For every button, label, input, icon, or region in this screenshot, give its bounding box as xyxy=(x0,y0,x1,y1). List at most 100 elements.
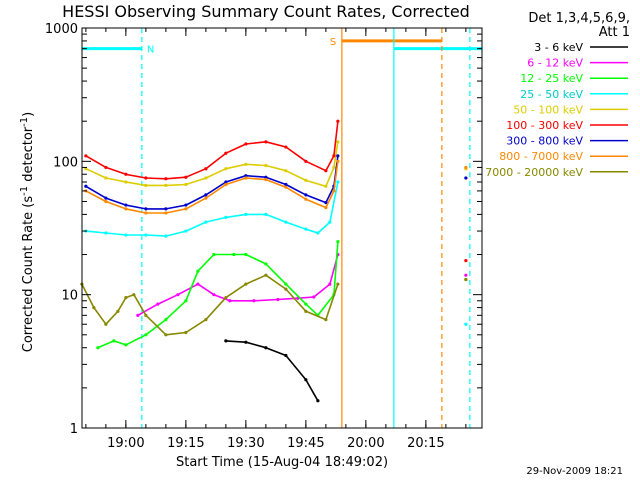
data-point xyxy=(132,293,136,297)
legend-entry-label: 300 - 800 keV xyxy=(506,135,583,148)
data-point xyxy=(124,180,128,184)
data-point xyxy=(224,167,228,171)
data-point xyxy=(264,175,268,179)
data-point xyxy=(176,293,180,297)
data-point xyxy=(244,142,248,146)
data-point xyxy=(124,233,128,237)
data-point xyxy=(124,203,128,207)
data-point xyxy=(464,273,468,277)
legend: 3 - 6 keV 6 - 12 keV 12 - 25 keV 25 - 50 ke… xyxy=(485,41,628,179)
data-point xyxy=(264,262,268,266)
data-point xyxy=(264,346,268,350)
data-point xyxy=(284,169,288,173)
series-group xyxy=(84,154,468,211)
data-point xyxy=(336,140,340,144)
data-point xyxy=(264,212,268,216)
data-point xyxy=(284,182,288,187)
legend-entry-label: 50 - 100 keV xyxy=(513,103,583,116)
data-point xyxy=(196,269,200,273)
data-point xyxy=(124,207,128,211)
data-point xyxy=(284,145,288,149)
data-point xyxy=(224,215,228,219)
data-point xyxy=(144,313,148,317)
x-tick-label: 19:00 xyxy=(107,436,144,451)
series-group xyxy=(84,140,468,188)
data-point xyxy=(184,207,188,211)
data-point xyxy=(244,282,248,286)
plot-frame xyxy=(81,27,483,429)
data-point xyxy=(144,183,148,187)
data-point xyxy=(104,165,108,170)
legend-header-line-1: Det 1,3,4,5,6,9, xyxy=(528,11,630,26)
saa-label: S xyxy=(330,37,336,48)
x-tick-label: 19:30 xyxy=(227,436,264,451)
data-point xyxy=(224,180,228,184)
y-tick-label: 10 xyxy=(61,289,78,304)
data-point xyxy=(196,282,200,286)
data-point xyxy=(324,169,328,173)
data-point xyxy=(212,293,216,297)
x-tick-label: 20:00 xyxy=(347,436,384,451)
data-point xyxy=(244,340,248,344)
data-point xyxy=(244,174,248,178)
legend-entry-label: 100 - 300 keV xyxy=(506,119,583,132)
timestamp: 29-Nov-2009 18:21 xyxy=(526,466,623,477)
data-point xyxy=(124,172,128,176)
data-point xyxy=(164,318,168,322)
data-point xyxy=(316,399,320,403)
data-point xyxy=(284,282,288,286)
data-point xyxy=(284,220,288,224)
y-axis-label-exp-1: -1 xyxy=(19,186,30,196)
data-point xyxy=(164,183,168,187)
data-point xyxy=(204,220,208,224)
y-tick-label: 1 xyxy=(70,422,78,437)
data-point xyxy=(156,302,160,306)
data-point xyxy=(244,252,248,257)
data-point xyxy=(164,333,168,337)
data-point xyxy=(104,322,108,326)
data-point xyxy=(304,159,308,163)
legend-entry-label: 25 - 50 keV xyxy=(520,88,583,101)
data-point xyxy=(336,119,340,123)
data-point xyxy=(332,189,336,193)
data-point xyxy=(164,211,168,215)
series-line xyxy=(86,161,466,213)
data-point xyxy=(228,299,232,303)
legend-entry-label: 800 - 7000 keV xyxy=(499,150,583,163)
data-point xyxy=(244,176,248,180)
data-point xyxy=(324,201,328,205)
data-point xyxy=(304,227,308,231)
data-point xyxy=(104,176,108,180)
data-point xyxy=(232,252,236,257)
data-point xyxy=(164,234,168,238)
data-point xyxy=(136,313,140,317)
data-point xyxy=(328,220,332,224)
data-point xyxy=(84,167,88,171)
y-axis-label-close: ) xyxy=(21,112,36,117)
data-point xyxy=(204,176,208,180)
data-point xyxy=(464,277,468,282)
data-point xyxy=(144,207,148,211)
data-point xyxy=(264,163,268,168)
data-point xyxy=(244,212,248,216)
data-point xyxy=(112,339,116,343)
data-point xyxy=(224,296,228,300)
x-tick-label: 19:45 xyxy=(287,436,324,451)
data-point xyxy=(204,193,208,197)
data-point xyxy=(304,193,308,197)
chart-title: HESSI Observing Summary Count Rates, Cor… xyxy=(62,2,470,21)
data-point xyxy=(184,182,188,187)
y-tick-label: 1000 xyxy=(45,22,78,37)
data-point xyxy=(304,309,308,313)
series-group xyxy=(224,339,320,403)
data-point xyxy=(184,229,188,233)
data-point xyxy=(144,333,148,337)
data-point xyxy=(304,178,308,182)
data-point xyxy=(312,295,316,299)
series-line xyxy=(86,142,466,187)
data-point xyxy=(464,322,468,326)
data-point xyxy=(328,282,332,286)
series-line xyxy=(86,156,466,209)
data-point xyxy=(124,296,128,300)
